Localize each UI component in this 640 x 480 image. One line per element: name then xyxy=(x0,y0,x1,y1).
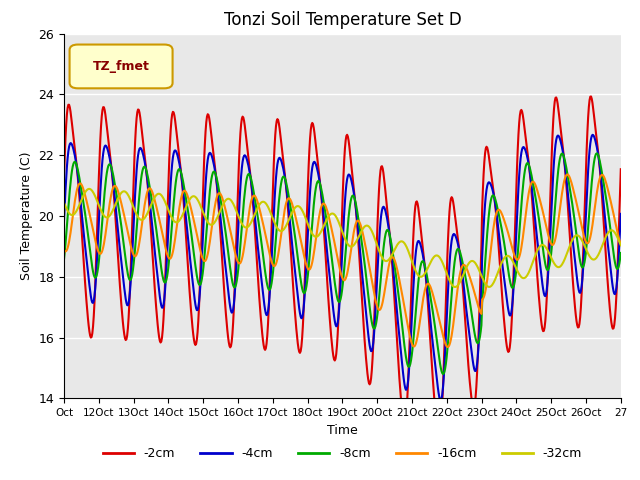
-2cm xyxy=(60,173,68,179)
-16cm xyxy=(276,238,284,243)
-8cm xyxy=(60,256,68,262)
-2cm xyxy=(617,167,625,172)
-32cm xyxy=(277,228,285,234)
Line: -8cm: -8cm xyxy=(64,153,621,374)
X-axis label: Time: Time xyxy=(327,424,358,437)
-8cm xyxy=(439,371,447,377)
-16cm xyxy=(431,300,439,305)
Line: -16cm: -16cm xyxy=(64,174,621,347)
-16cm xyxy=(228,234,236,240)
-8cm xyxy=(400,337,408,343)
-16cm xyxy=(255,205,263,211)
Title: Tonzi Soil Temperature Set D: Tonzi Soil Temperature Set D xyxy=(223,11,461,29)
Legend: -2cm, -4cm, -8cm, -16cm, -32cm: -2cm, -4cm, -8cm, -16cm, -32cm xyxy=(97,442,588,465)
-2cm xyxy=(276,132,284,137)
-2cm xyxy=(400,419,408,425)
-8cm xyxy=(617,250,625,256)
-4cm xyxy=(255,257,263,263)
-4cm xyxy=(431,360,439,366)
-4cm xyxy=(276,156,284,161)
-8cm xyxy=(255,224,263,230)
-8cm xyxy=(593,150,601,156)
-4cm xyxy=(617,211,625,217)
-8cm xyxy=(228,276,236,281)
-2cm xyxy=(255,295,263,300)
Line: -4cm: -4cm xyxy=(64,135,621,401)
-16cm xyxy=(563,171,571,177)
-32cm xyxy=(60,200,68,205)
-16cm xyxy=(60,247,68,253)
-2cm xyxy=(587,94,595,99)
-4cm xyxy=(400,376,408,382)
-32cm xyxy=(86,186,93,192)
-32cm xyxy=(451,284,459,290)
-4cm xyxy=(228,310,236,315)
-2cm xyxy=(431,404,439,410)
-16cm xyxy=(400,300,408,306)
-32cm xyxy=(126,196,134,202)
-16cm xyxy=(125,237,133,242)
FancyBboxPatch shape xyxy=(70,45,173,88)
Line: -2cm: -2cm xyxy=(64,96,621,436)
-2cm xyxy=(228,339,236,345)
-32cm xyxy=(432,253,440,259)
-8cm xyxy=(276,186,284,192)
-4cm xyxy=(125,295,133,301)
Text: TZ_fmet: TZ_fmet xyxy=(93,60,150,73)
-4cm xyxy=(437,398,445,404)
-16cm xyxy=(444,344,452,350)
Line: -32cm: -32cm xyxy=(64,189,621,287)
-32cm xyxy=(228,200,236,205)
-2cm xyxy=(435,433,443,439)
-32cm xyxy=(256,201,264,207)
-8cm xyxy=(431,324,439,329)
-2cm xyxy=(125,301,133,307)
-8cm xyxy=(125,276,133,282)
-32cm xyxy=(401,240,408,246)
Y-axis label: Soil Temperature (C): Soil Temperature (C) xyxy=(20,152,33,280)
-4cm xyxy=(60,217,68,223)
-32cm xyxy=(617,242,625,248)
-4cm xyxy=(589,132,596,138)
-16cm xyxy=(617,241,625,247)
